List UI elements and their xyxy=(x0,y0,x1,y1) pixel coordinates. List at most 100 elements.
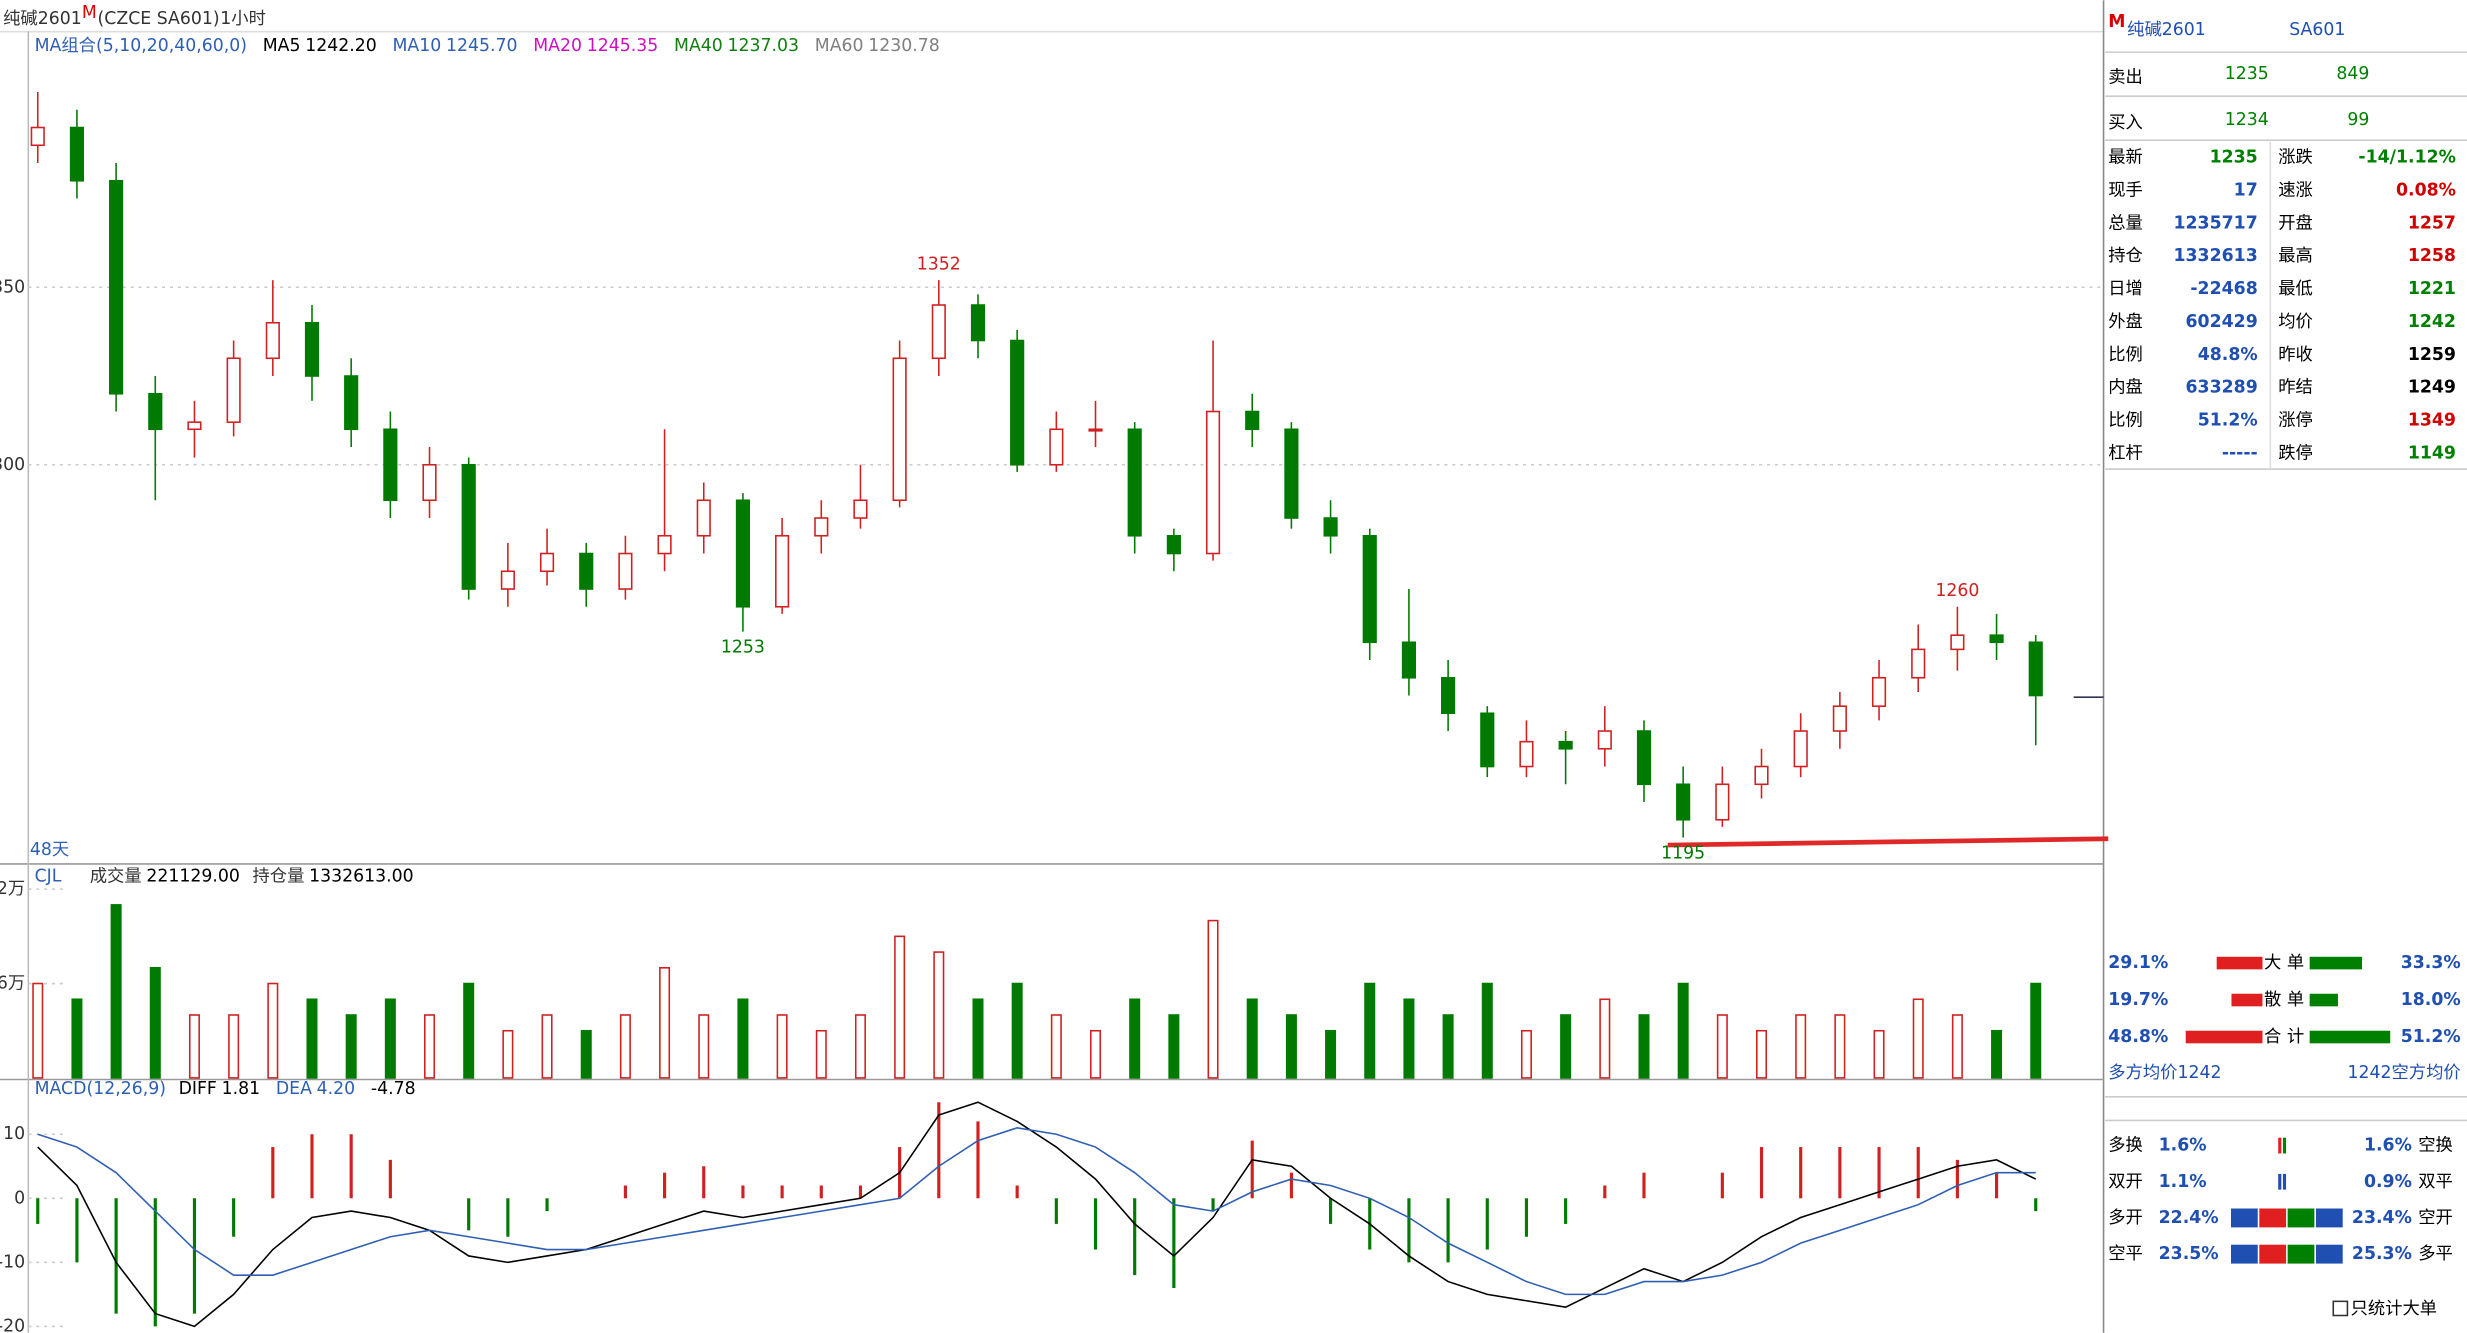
flow-label: 散 单 xyxy=(2264,990,2304,1010)
flow-label: 合 计 xyxy=(2264,1027,2304,1047)
stat-value: 1.6% xyxy=(2364,1136,2412,1156)
stat-label: 空换 xyxy=(2418,1136,2453,1156)
candle-body xyxy=(657,534,672,555)
field-value: 1221 xyxy=(2408,279,2456,299)
candle-body xyxy=(1205,410,1221,555)
field-value: 0.08% xyxy=(2396,180,2456,200)
flow-left: 29.1% xyxy=(2108,953,2168,973)
stat-label: 多换 xyxy=(2108,1136,2143,1156)
candle-body xyxy=(1676,783,1691,821)
bid-price: 1234 xyxy=(2225,110,2269,130)
y-tick-label: 1300 xyxy=(0,455,25,475)
y-tick-label: 0 xyxy=(14,1188,25,1208)
field-value: 1149 xyxy=(2408,443,2456,463)
candle-body xyxy=(344,375,359,431)
stat-label: 双平 xyxy=(2418,1172,2453,1192)
legend-text: 221129.00 xyxy=(146,867,240,887)
candle-body xyxy=(1597,730,1612,750)
field-label: 最低 xyxy=(2278,279,2313,299)
candle-body xyxy=(1754,765,1769,786)
volume-bar xyxy=(1560,1014,1572,1079)
candle-body xyxy=(500,570,515,590)
volume-bar xyxy=(32,982,44,1079)
candle-body xyxy=(1323,517,1338,537)
flow-bar-left xyxy=(2231,993,2263,1007)
candle-body xyxy=(69,126,85,182)
y-tick-label: 10 xyxy=(3,1124,25,1144)
candle-body xyxy=(1832,705,1847,732)
field-value: 1235 xyxy=(2210,148,2258,168)
candle-body xyxy=(814,517,829,537)
stat-block xyxy=(2287,1208,2315,1228)
checkbox-label[interactable]: 只统计大单 xyxy=(2351,1299,2437,1319)
field-value: -14/1.12% xyxy=(2358,148,2456,168)
stat-label: 空平 xyxy=(2108,1244,2143,1264)
stat-value: 1.1% xyxy=(2159,1172,2207,1192)
candle-body xyxy=(109,179,124,395)
stat-mark xyxy=(2282,1173,2287,1190)
field-label: 杠杆 xyxy=(2108,443,2143,463)
period[interactable]: 1小时 xyxy=(220,9,266,29)
field-value: 1257 xyxy=(2408,213,2456,233)
candle-body xyxy=(1088,428,1103,432)
volume-bar xyxy=(1677,982,1689,1079)
flow-right: 18.0% xyxy=(2401,990,2461,1010)
legend-text: MA组合(5,10,20,40,60,0) xyxy=(35,36,247,56)
field-label: 昨结 xyxy=(2278,378,2313,398)
stat-value: 0.9% xyxy=(2364,1172,2412,1192)
checkbox[interactable] xyxy=(2332,1300,2349,1317)
candle-body xyxy=(1441,676,1456,715)
legend-text: 成交量 xyxy=(90,867,142,887)
price-annotation: 1195 xyxy=(1661,843,1705,863)
candle-body xyxy=(1480,712,1495,768)
candle-body xyxy=(422,463,437,502)
candle-body xyxy=(1636,730,1652,786)
candle-body xyxy=(775,534,790,608)
field-value: 51.2% xyxy=(2198,411,2258,431)
volume-bar xyxy=(1834,1014,1846,1079)
candle-body xyxy=(148,392,163,431)
legend-text: 1242.20 xyxy=(305,36,377,56)
volume-bar xyxy=(110,904,122,1079)
volume-bar xyxy=(463,982,475,1079)
stat-value: 22.4% xyxy=(2159,1208,2219,1228)
volume-bar xyxy=(776,1014,788,1079)
symbol-code: (CZCE SA601) xyxy=(98,9,220,29)
volume-bar xyxy=(1599,998,1611,1079)
volume-bar xyxy=(580,1029,592,1079)
flow-right: 51.2% xyxy=(2401,1027,2461,1047)
candle-body xyxy=(931,304,946,360)
volume-bar xyxy=(737,998,749,1079)
y-tick-label: 1350 xyxy=(0,277,25,297)
volume-bar xyxy=(1246,998,1258,1079)
legend-text: MA40 xyxy=(674,36,723,56)
field-label: 现手 xyxy=(2108,180,2143,200)
candle-body xyxy=(1362,534,1377,644)
volume-bar xyxy=(1011,982,1023,1079)
volume-bar xyxy=(1716,1014,1728,1079)
volume-bar xyxy=(815,1029,827,1079)
candle-body xyxy=(1715,783,1730,821)
field-label: 持仓 xyxy=(2108,246,2143,266)
legend-text: MA10 xyxy=(392,36,441,56)
field-value: 1242 xyxy=(2408,312,2456,332)
candle-body xyxy=(1950,634,1965,651)
legend-text: 1245.35 xyxy=(587,36,659,56)
candle-body xyxy=(1989,634,2004,644)
stat-value: 23.5% xyxy=(2159,1244,2219,1264)
field-label: 外盘 xyxy=(2108,312,2143,332)
volume-bar xyxy=(306,998,318,1079)
volume-bar xyxy=(1403,998,1415,1079)
volume-bar xyxy=(502,1029,514,1079)
volume-bar xyxy=(1050,1014,1062,1079)
symbol: 纯碱2601 xyxy=(3,9,82,29)
candle-body xyxy=(1558,740,1573,750)
stat-mark xyxy=(2282,1137,2287,1154)
flow-left: 19.7% xyxy=(2108,990,2168,1010)
support-line xyxy=(1667,836,2109,848)
field-label: 最高 xyxy=(2278,246,2313,266)
stat-block xyxy=(2315,1208,2343,1228)
volume-bar xyxy=(698,1014,710,1079)
legend-text: MA5 xyxy=(263,36,301,56)
volume-bar xyxy=(1638,1014,1650,1079)
